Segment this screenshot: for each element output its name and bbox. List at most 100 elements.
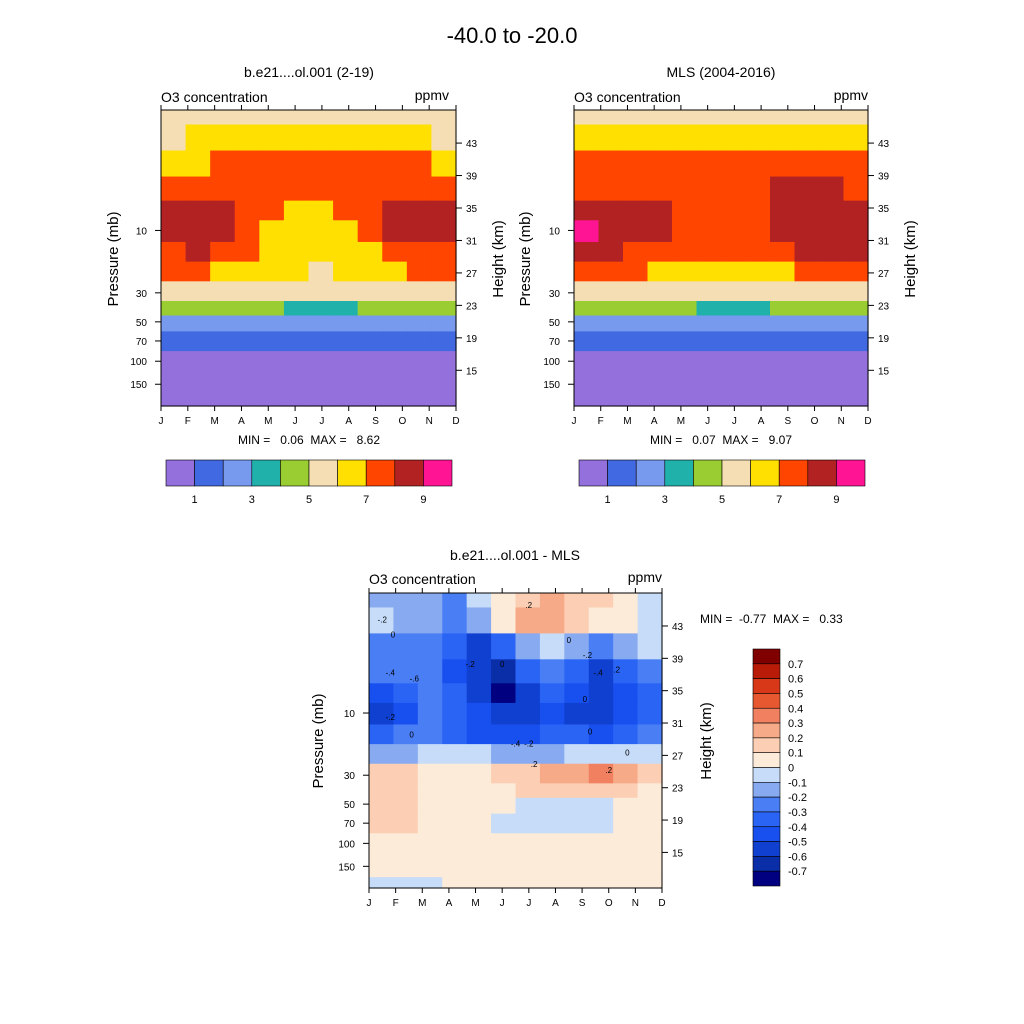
- field-cell: [637, 607, 663, 634]
- field-cell: [431, 395, 457, 407]
- field-cell: [721, 150, 747, 178]
- y-tick-label: 70: [136, 337, 148, 348]
- x-tick-label: M: [623, 416, 631, 427]
- field-cell: [369, 813, 395, 834]
- colorbar-box: [635, 459, 666, 487]
- field-cell: [357, 200, 383, 221]
- field-cell: [647, 261, 673, 282]
- x-tick-label: O: [398, 416, 406, 427]
- field-cell: [745, 351, 771, 374]
- colorbar-label: 0.4: [788, 703, 803, 715]
- field-cell: [696, 124, 722, 152]
- field-cell: [564, 633, 590, 660]
- field-cell: [442, 724, 468, 745]
- field-cell: [721, 315, 747, 332]
- field-cell: [598, 315, 624, 332]
- field-cell: [417, 702, 443, 726]
- field-cell: [647, 372, 673, 396]
- colorbar-label: 9: [420, 494, 426, 506]
- field-cell: [574, 150, 600, 178]
- field-cell: [623, 281, 649, 302]
- field-cell: [357, 110, 383, 126]
- field-cell: [406, 241, 433, 263]
- field-cell: [672, 241, 698, 263]
- field-cell: [382, 200, 408, 221]
- field-cell: [466, 833, 492, 856]
- field-cell: [794, 315, 820, 332]
- field-cell: [369, 659, 395, 684]
- contour-field: [161, 110, 457, 407]
- field-cell: [406, 220, 433, 243]
- colorbar-label: 0: [788, 763, 794, 775]
- colorbar-label: 7: [363, 494, 369, 506]
- field-cell: [357, 301, 383, 317]
- field-cell: [819, 281, 845, 302]
- field-cell: [393, 854, 419, 878]
- field-cell: [745, 372, 771, 396]
- field-cell: [491, 607, 517, 634]
- x-tick-label: S: [784, 416, 791, 427]
- field-cell: [466, 877, 492, 889]
- field-cell: [357, 372, 383, 396]
- field-cell: [491, 633, 517, 660]
- colorbar-box: [251, 459, 281, 487]
- colorbar-label: 9: [833, 494, 839, 506]
- x-tick-label: J: [367, 898, 372, 909]
- field-cell: [623, 351, 649, 374]
- field-cell: [515, 724, 541, 745]
- y-tick-label: 10: [344, 709, 356, 720]
- y-tick-label: 10: [136, 226, 148, 237]
- field-cell: [210, 150, 236, 178]
- field-cell: [598, 124, 624, 152]
- field-cell: [564, 593, 590, 609]
- field-cell: [588, 813, 614, 834]
- field-cell: [417, 813, 443, 834]
- field-cell: [598, 110, 624, 126]
- field-cell: [210, 110, 236, 126]
- field-cell: [696, 176, 722, 202]
- field-cell: [283, 315, 310, 332]
- field-cell: [588, 607, 614, 634]
- field-cell: [466, 813, 492, 834]
- field-cell: [333, 241, 359, 263]
- field-cell: [333, 372, 359, 396]
- field-cell: [539, 683, 565, 704]
- height-tick-label: 35: [466, 204, 478, 215]
- x-tick-label: S: [579, 898, 586, 909]
- colorbar-label: 0.3: [788, 718, 803, 730]
- field-cell: [491, 783, 517, 799]
- field-cell: [794, 395, 820, 407]
- field-cell: [185, 110, 211, 126]
- colorbar: 0.7 0.6 0.5 0.4 0.3 0.2 0.1 0 -0.1 -0.2 -0.3 -0.4 -0…: [752, 648, 807, 887]
- field-cell: [637, 797, 663, 815]
- y-axis-label: Pressure (mb): [517, 211, 534, 306]
- field-cell: [333, 301, 359, 317]
- field-cell: [515, 633, 541, 660]
- field-cell: [333, 176, 359, 202]
- field-cell: [564, 607, 590, 634]
- field-cell: [491, 683, 517, 704]
- field-cell: [308, 351, 334, 374]
- field-cell: [819, 315, 845, 332]
- field-cell: [637, 744, 663, 765]
- field-cell: [613, 593, 639, 609]
- y-axis-label-right: Height (km): [902, 220, 919, 298]
- x-tick-label: F: [598, 416, 604, 427]
- field-cell: [672, 261, 698, 282]
- field-cell: [623, 124, 649, 152]
- field-cell: [721, 261, 747, 282]
- field-cell: [588, 763, 614, 784]
- colorbar-label: 3: [249, 494, 255, 506]
- left-string: O3 concentration: [369, 571, 476, 587]
- field-cell: [770, 220, 796, 243]
- field-cell: [843, 331, 869, 352]
- field-cell: [819, 301, 845, 317]
- field-cell: [382, 124, 408, 152]
- field-cell: [613, 797, 639, 815]
- field-cell: [210, 200, 236, 221]
- field-cell: [794, 241, 820, 263]
- field-cell: [259, 176, 285, 202]
- field-cell: [161, 220, 187, 243]
- field-cell: [210, 395, 236, 407]
- field-cell: [333, 124, 359, 152]
